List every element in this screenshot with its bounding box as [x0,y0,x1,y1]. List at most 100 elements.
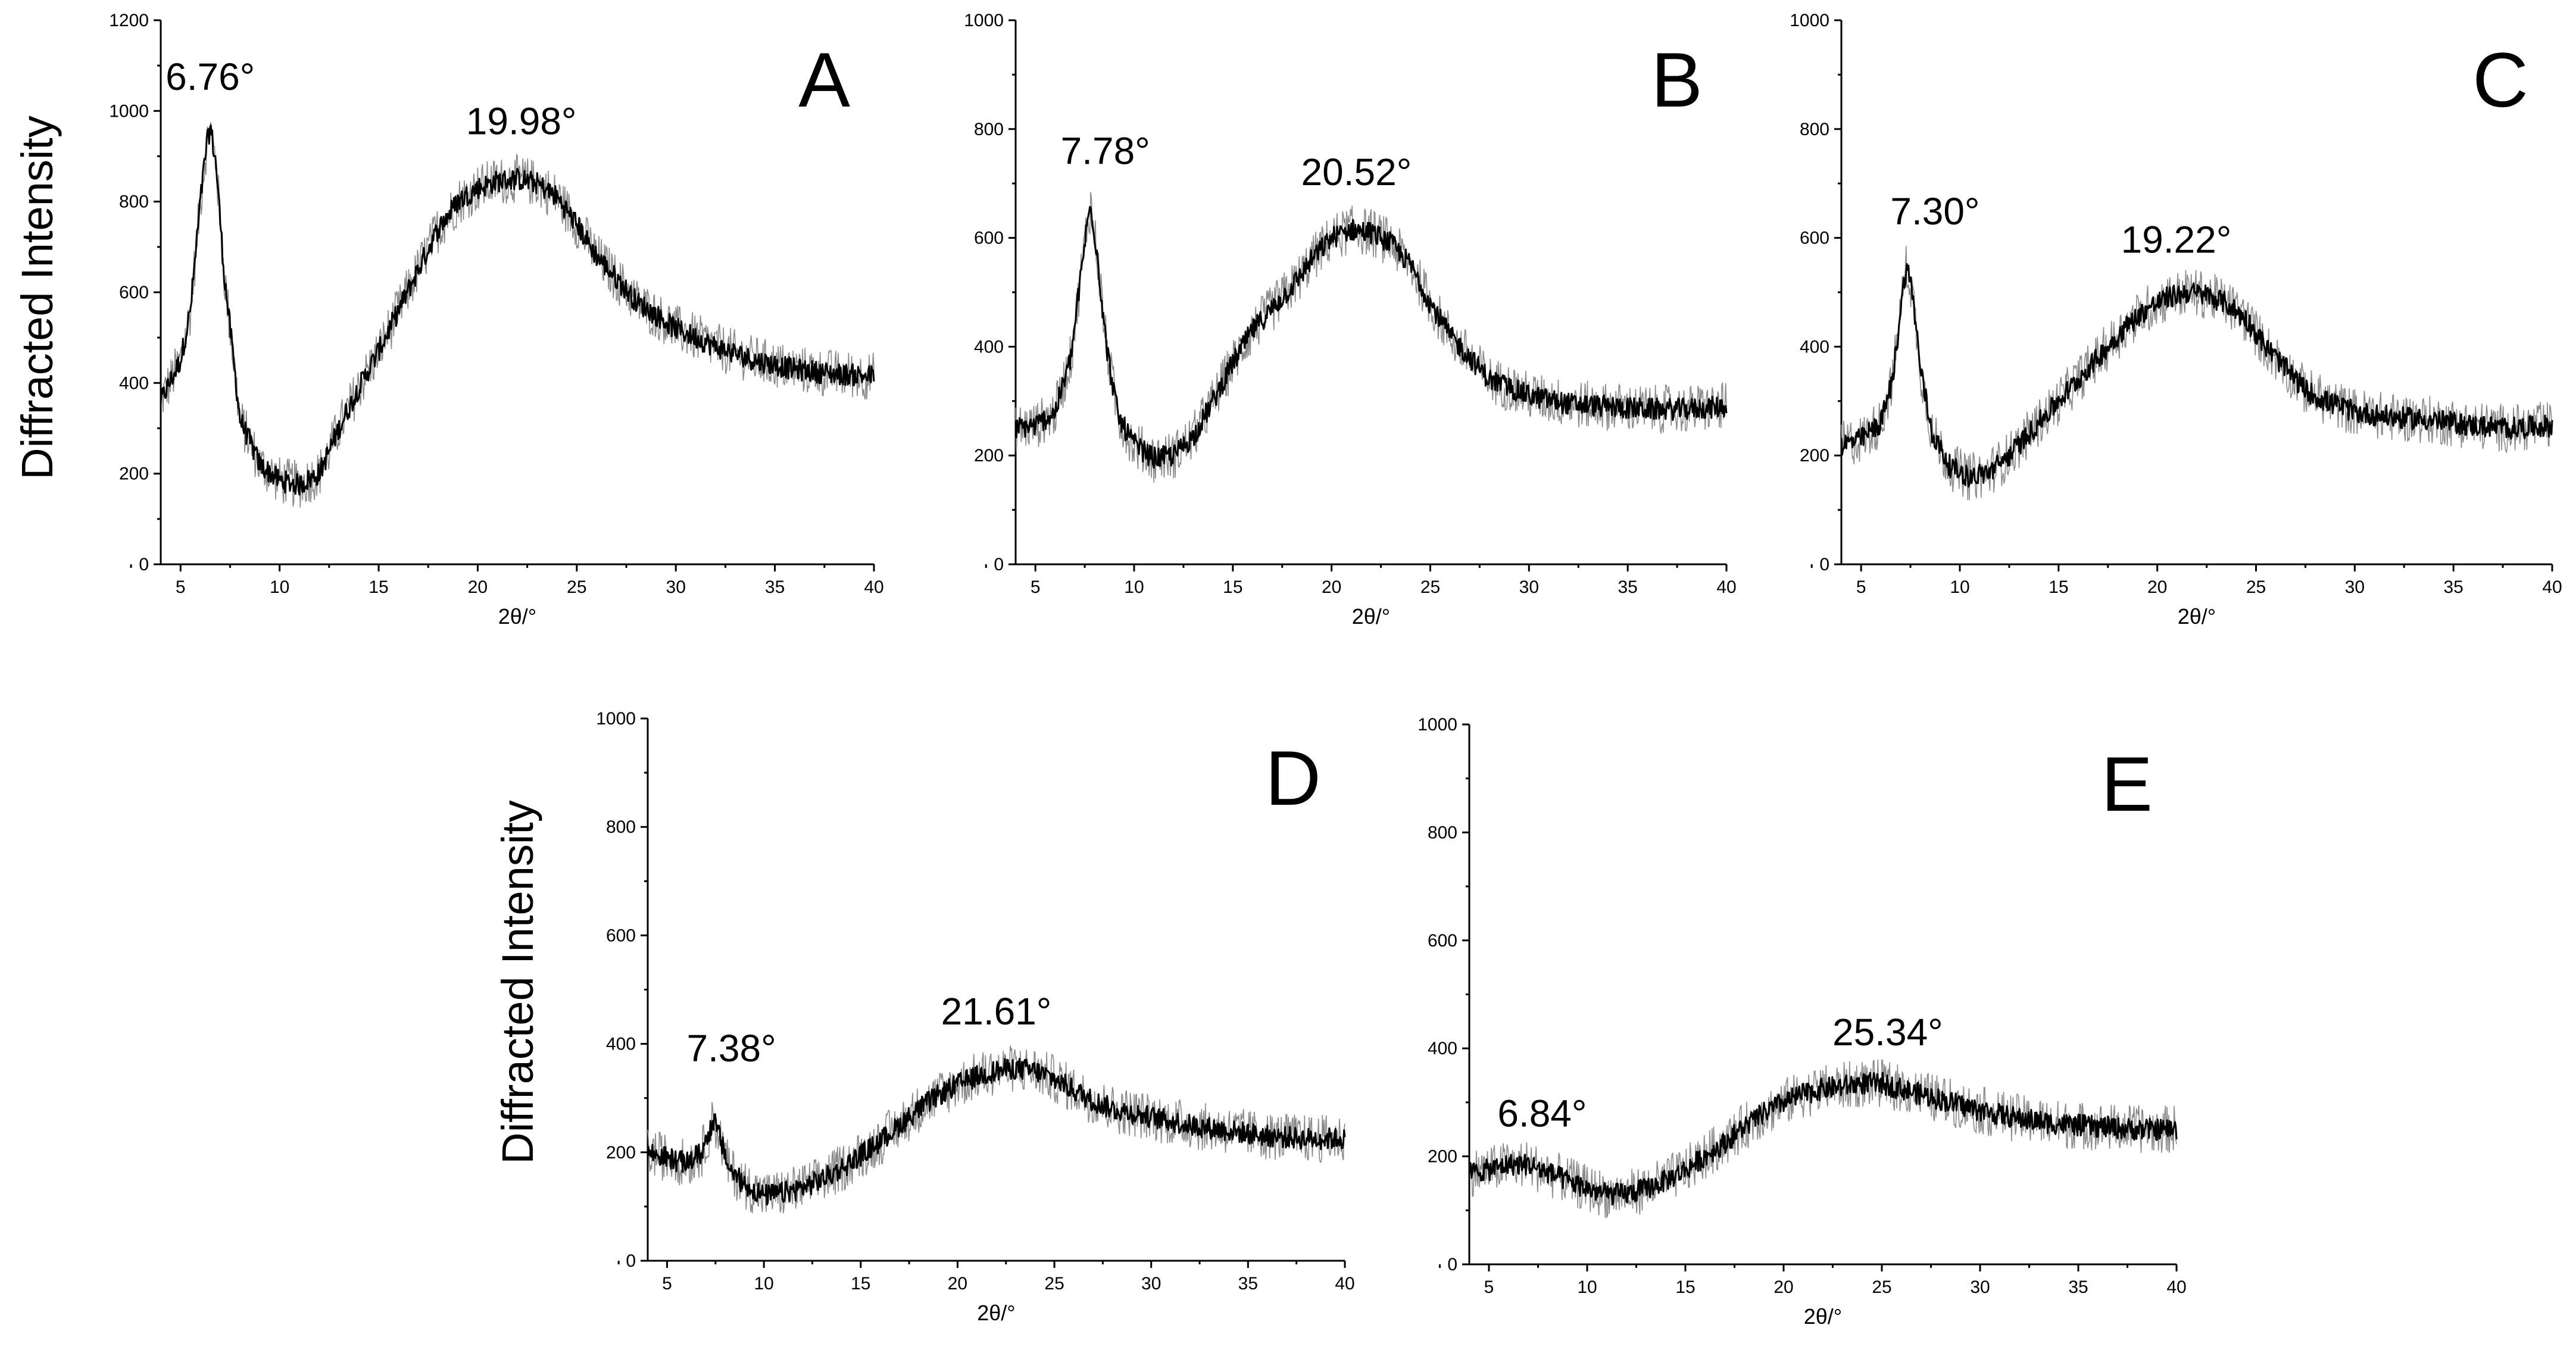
y-tick-label: 0 [139,555,149,574]
x-tick-label: 10 [1950,577,1969,597]
x-tick-label: 25 [1044,1274,1064,1293]
y-tick-label: 600 [1800,229,1829,248]
y-tick-label: 800 [974,120,1004,139]
x-tick-label: 5 [662,1274,672,1293]
x-tick-label: 35 [2443,577,2463,597]
y-tick-label: 600 [606,926,636,945]
x-tick-label: 40 [1335,1274,1354,1293]
y-tick-label: 600 [1428,931,1457,951]
series-noise-band [160,122,875,508]
x-tick-label: 40 [2166,1277,2186,1297]
peak-label: 7.38° [687,1027,776,1070]
x-tick-label: 35 [1618,577,1637,597]
x-axis-title: 2θ/° [1804,1304,1842,1329]
x-tick-label: 30 [2345,577,2365,597]
x-tick-label: 30 [1141,1274,1161,1293]
x-tick-label: 10 [1577,1277,1597,1297]
series-noise-band [1841,246,2553,501]
x-tick-label: 30 [1970,1277,1990,1297]
y-tick-label: 0 [1819,555,1829,574]
y-tick-label: 1000 [1790,11,1829,30]
chart-panels: 5 10 15 20 25 30 35 400200400600800100012002θ/°… [109,11,2562,1329]
y-tick-label: 1200 [109,11,149,30]
y-tick-label: 800 [119,192,149,212]
y-tick-label: 200 [1800,446,1829,465]
peak-label: 7.78° [1061,130,1150,173]
y-tick-label: 200 [974,446,1004,465]
x-tick-label: 35 [2068,1277,2088,1297]
x-axis-title: 2θ/° [2178,604,2216,629]
x-tick-label: 25 [1420,577,1440,597]
y-tick-label: 1000 [1417,715,1457,735]
series-line-c [1840,263,2553,488]
x-tick-label: 5 [1856,577,1866,597]
x-tick-label: 5 [1484,1277,1494,1297]
y-tick-label: 1000 [596,709,636,729]
x-tick-label: 30 [666,577,686,597]
x-tick-label: 5 [176,577,186,597]
y-tick-label: 1000 [109,101,149,121]
panel-letter: A [798,36,850,123]
peak-label: 19.98° [466,100,577,143]
y-tick-label: 0 [994,555,1004,574]
x-tick-label: 15 [1675,1277,1695,1297]
y-tick-label: 800 [1800,120,1829,139]
y-tick-label: 400 [606,1035,636,1054]
series-line-d [647,1058,1346,1206]
x-tick-label: 30 [1519,577,1539,597]
x-tick-label: 35 [1238,1274,1258,1293]
panel-a: 5 10 15 20 25 30 35 400200400600800100012002θ/°… [109,11,883,629]
x-tick-label: 20 [1322,577,1341,597]
y-tick-label: 400 [1428,1039,1457,1058]
y-tick-label: 400 [1800,337,1829,357]
panel-letter: B [1651,36,1703,123]
x-tick-label: 15 [2049,577,2068,597]
y-tick-label: 200 [606,1143,636,1163]
x-tick-label: 10 [754,1274,773,1293]
y-tick-label: 0 [1447,1255,1457,1274]
panel-letter: D [1265,735,1321,821]
x-tick-label: 25 [567,577,586,597]
panel-c: 5 10 15 20 25 30 35 40020040060080010002θ/°C7.3… [1790,11,2562,629]
panel-e: 5 10 15 20 25 30 35 40020040060080010002θ/°E6.8… [1417,715,2186,1329]
x-tick-label: 20 [468,577,488,597]
x-tick-label: 20 [2147,577,2167,597]
peak-label: 6.84° [1497,1092,1587,1135]
panel-b: 5 10 15 20 25 30 35 40020040060080010002θ/°B7.7… [964,11,1736,629]
y-tick-label: 200 [1428,1147,1457,1167]
y-tick-label: 0 [626,1251,636,1271]
x-tick-label: 15 [369,577,388,597]
x-axis-title: 2θ/° [1352,604,1390,629]
x-tick-label: 20 [948,1274,967,1293]
series-line-e [1468,1071,2178,1206]
x-axis-title: 2θ/° [498,604,536,629]
series-line-a [160,124,875,496]
series-noise-band [647,1045,1345,1214]
series-noise-band [1469,1058,2177,1219]
y-tick-label: 200 [119,464,149,484]
y-axis-title-top: Diffracted Intensity [13,115,62,479]
x-tick-label: 35 [765,577,785,597]
x-tick-label: 10 [1124,577,1144,597]
peak-label: 19.22° [2121,218,2232,261]
x-tick-label: 10 [270,577,289,597]
y-tick-label: 400 [974,337,1004,357]
y-tick-label: 800 [606,817,636,837]
panel-d: 5 10 15 20 25 30 35 40020040060080010002θ/°D7.3… [596,709,1354,1325]
y-axis-title-bottom: Diffracted Intensity [493,800,542,1164]
x-axis-title: 2θ/° [977,1301,1015,1325]
peak-label: 6.76° [166,55,255,98]
x-tick-label: 40 [2542,577,2562,597]
y-tick-label: 400 [119,373,149,393]
x-tick-label: 40 [864,577,883,597]
y-tick-label: 600 [119,283,149,302]
panel-letter: E [2101,741,2153,827]
x-tick-label: 40 [1716,577,1736,597]
x-tick-label: 15 [851,1274,870,1293]
peak-label: 25.34° [1832,1011,1943,1054]
x-tick-label: 15 [1223,577,1242,597]
peak-label: 21.61° [941,990,1052,1033]
x-tick-label: 25 [1872,1277,1891,1297]
x-tick-label: 20 [1773,1277,1793,1297]
